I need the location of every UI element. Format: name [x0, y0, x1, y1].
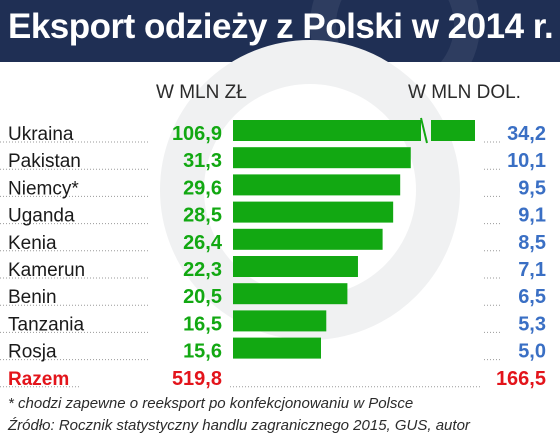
footnote-source: Źródło: Rocznik statystyczny handlu zagr…: [8, 417, 470, 434]
category-label-kamerun: Kamerun: [8, 260, 85, 281]
bar-kamerun: [233, 256, 358, 277]
value-usd-kamerun: 7,1: [518, 259, 546, 281]
category-label-uganda: Uganda: [8, 206, 75, 227]
value-pln-niemcy: 29,6: [183, 177, 222, 199]
category-label-tanzania: Tanzania: [8, 314, 84, 335]
bar-niemcy: [233, 174, 401, 196]
value-pln-rosja: 15,6: [183, 341, 222, 363]
value-usd-rosja: 5,0: [518, 341, 546, 363]
bar-pakistan: [233, 147, 411, 169]
category-label-ukraina: Ukraina: [8, 124, 74, 145]
value-usd-pakistan: 10,1: [507, 150, 546, 172]
axis-break-mark: [420, 117, 428, 144]
value-pln-ukraina: 106,9: [172, 123, 222, 145]
bar-ukraina-continued: [431, 120, 475, 141]
unit-label-usd: W MLN DOL.: [408, 82, 521, 103]
category-label-benin: Benin: [8, 287, 57, 308]
category-label-pakistan: Pakistan: [8, 151, 81, 172]
bar-ukraina: [233, 120, 421, 141]
footnote-reexport: * chodzi zapewne o reeksport po konfekcj…: [8, 395, 414, 412]
bar-kenia: [233, 228, 383, 250]
header-banner: Eksport odzieży z Polski w 2014 r.: [0, 0, 560, 62]
value-pln-benin: 20,5: [183, 286, 222, 308]
chart-title: Eksport odzieży z Polski w 2014 r.: [8, 7, 554, 46]
unit-label-pln: W MLN ZŁ: [156, 82, 247, 103]
value-pln-kamerun: 22,3: [183, 259, 222, 281]
bar-benin: [233, 283, 348, 305]
value-pln-uganda: 28,5: [183, 205, 222, 227]
bar-uganda: [233, 201, 394, 223]
value-pln-tanzania: 16,5: [183, 313, 222, 335]
total-usd: 166,5: [496, 368, 546, 390]
value-usd-kenia: 8,5: [518, 232, 546, 254]
value-pln-kenia: 26,4: [183, 232, 223, 254]
value-usd-tanzania: 5,3: [518, 313, 546, 335]
bar-tanzania: [233, 310, 327, 332]
value-usd-benin: 6,5: [518, 286, 546, 308]
value-usd-uganda: 9,1: [518, 205, 546, 227]
category-label-niemcy: Niemcy*: [8, 178, 79, 199]
category-label-kenia: Kenia: [8, 233, 57, 254]
value-usd-ukraina: 34,2: [507, 123, 546, 145]
total-label: Razem: [8, 369, 69, 390]
bar-rosja: [233, 337, 321, 359]
total-pln: 519,8: [172, 368, 222, 390]
value-pln-pakistan: 31,3: [183, 150, 222, 172]
category-label-rosja: Rosja: [8, 342, 57, 363]
value-usd-niemcy: 9,5: [518, 177, 546, 199]
